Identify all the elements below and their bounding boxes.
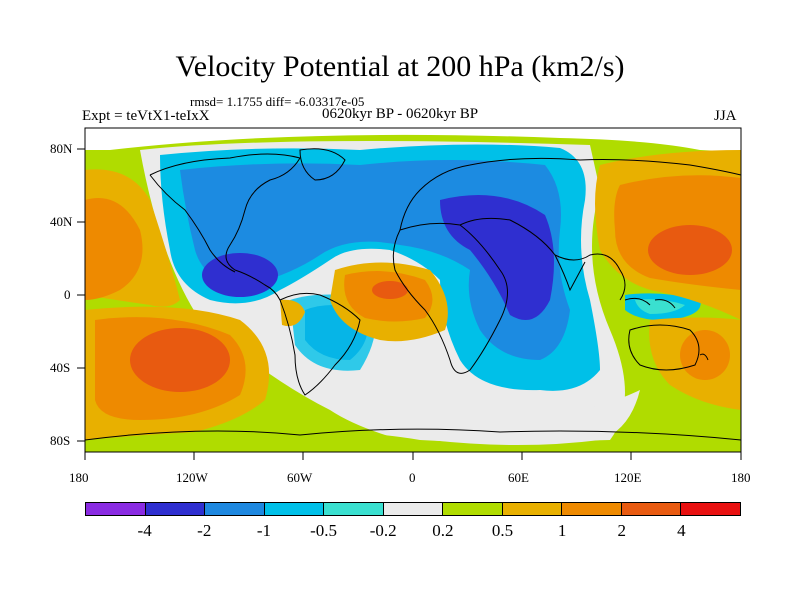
x-tick-label: 60E [508,470,529,485]
y-tick-label: 0 [64,287,71,302]
period-label: 0620kyr BP - 0620kyr BP [322,106,479,122]
colorbar-swatch [383,503,444,515]
colorbar-swatch [443,503,503,515]
page-title: Velocity Potential at 200 hPa (km2/s) [175,50,625,83]
x-tick-label: 0 [409,470,416,485]
y-tick-label: 80N [50,141,73,156]
colorbar-swatch [145,503,206,515]
colorbar [85,502,741,516]
colorbar-label: 0.2 [432,521,454,540]
colorbar-label: 0.5 [491,521,514,540]
colorbar-label: 2 [617,521,626,540]
coastlines [85,148,741,441]
colorbar-label: -0.5 [310,521,337,540]
x-tick-label: 60W [287,470,313,485]
x-tick-label: 180 [69,470,89,485]
x-tick-label: 120W [176,470,208,485]
colorbar-swatch [681,503,741,515]
y-tick-label: 40N [50,214,73,229]
colorbar-swatch [562,503,622,515]
y-tick-label: 40S [50,360,71,375]
colorbar-swatch [621,503,682,515]
colorbar-swatch [205,503,265,515]
contour-fill [85,128,741,452]
colorbar-label: 4 [677,521,686,540]
y-tick-label: 80S [50,433,71,448]
colorbar-label: -1 [256,521,271,540]
colorbar-swatch [264,503,325,515]
colorbar-swatch [86,503,146,515]
colorbar-label: 1 [557,521,567,540]
experiment-label: Expt = teVtX1-teIxX [82,108,210,124]
season-label: JJA [714,108,737,124]
colorbar-swatch [502,503,563,515]
axis-ticks [77,148,742,460]
stats-line: rmsd= 1.1755 diff= -6.03317e-05 [190,94,365,109]
x-tick-label: 180 [731,470,751,485]
colorbar-label: -4 [137,521,152,540]
colorbar-label: -0.2 [369,521,397,540]
x-tick-label: 120E [614,470,642,485]
colorbar-label: -2 [197,521,212,540]
colorbar-swatch [324,503,384,515]
